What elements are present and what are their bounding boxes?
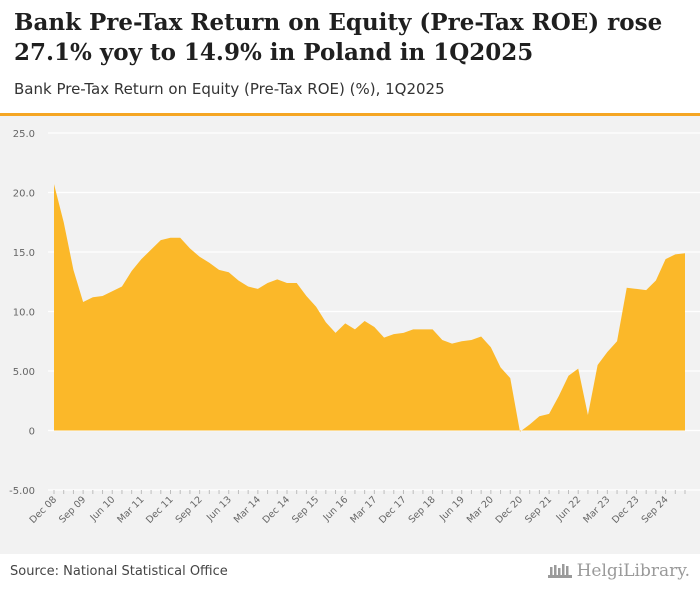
chart-footer [0,554,700,596]
x-tick-label: Mar 14 [232,494,263,525]
x-tick-label: Mar 20 [465,494,496,525]
x-tick-label: Dec 08 [28,494,59,525]
x-tick-label: Dec 11 [144,494,175,525]
x-tick-label: Dec 17 [377,494,408,525]
x-tick-label: Jun 22 [554,494,584,524]
y-tick-label: 10.0 [13,308,35,319]
y-tick-label: 20.0 [13,189,35,200]
x-tick-label: Sep 12 [174,494,205,525]
source-note: Source: National Statistical Office [10,564,228,579]
accent-line [0,113,700,116]
library-icon [547,564,572,578]
x-tick-label: Dec 14 [261,494,292,525]
chart-subtitle: Bank Pre-Tax Return on Equity (Pre-Tax R… [14,80,445,98]
x-tick-label: Sep 24 [640,494,671,525]
x-tick-label: Jun 16 [321,494,351,524]
x-tick-label: Mar 11 [115,494,146,525]
y-tick-label: 15.0 [13,248,35,259]
x-tick-label: Sep 18 [407,494,438,525]
chart-header: Bank Pre-Tax Return on Equity (Pre-Tax R… [0,0,700,113]
chart-title: Bank Pre-Tax Return on Equity (Pre-Tax R… [14,9,663,66]
x-tick-label: Sep 09 [57,494,88,525]
x-tick-label: Dec 23 [610,494,641,525]
y-tick-label: 0 [29,427,35,438]
x-tick-label: Mar 23 [581,494,612,525]
x-tick-label: Sep 21 [523,494,554,525]
x-tick-label: Jun 13 [204,494,234,524]
y-tick-label: 5.00 [13,367,35,378]
y-tick-label: 25.0 [13,129,35,140]
x-tick-label: Mar 17 [348,494,379,525]
x-tick-label: Jun 10 [88,494,118,524]
brand-name: HelgiLibrary. [576,561,690,581]
x-tick-label: Sep 15 [290,494,321,525]
x-tick-label: Jun 19 [437,494,467,524]
y-tick-label: -5.00 [9,486,35,497]
roe-area-series [54,184,685,432]
x-tick-label: Dec 20 [494,494,525,525]
brand-logo[interactable]: HelgiLibrary. [547,561,690,581]
